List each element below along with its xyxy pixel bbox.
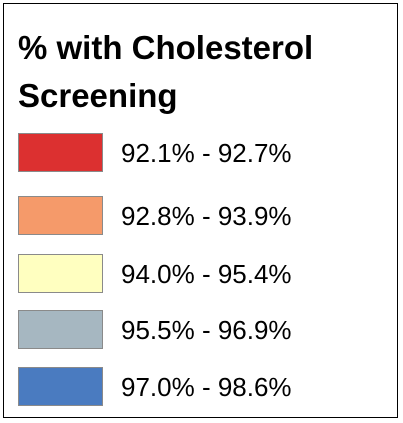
legend-label: 92.1% - 92.7%: [121, 138, 292, 168]
legend-label: 95.5% - 96.9%: [121, 315, 292, 345]
legend: % with Cholesterol Screening 92.1% - 92.…: [3, 3, 398, 418]
legend-label: 94.0% - 95.4%: [121, 259, 292, 289]
legend-label: 92.8% - 93.9%: [121, 201, 292, 231]
legend-item: 92.1% - 92.7%: [18, 133, 388, 173]
legend-item: 95.5% - 96.9%: [18, 310, 388, 350]
legend-swatch: [18, 254, 103, 293]
legend-swatch: [18, 133, 103, 172]
legend-item: 97.0% - 98.6%: [18, 367, 388, 407]
legend-swatch: [18, 196, 103, 235]
legend-item: 92.8% - 93.9%: [18, 196, 388, 236]
legend-label: 97.0% - 98.6%: [121, 372, 292, 402]
legend-item: 94.0% - 95.4%: [18, 254, 388, 294]
legend-title: % with Cholesterol Screening: [18, 29, 314, 114]
legend-swatch: [18, 310, 103, 349]
legend-swatch: [18, 367, 103, 406]
